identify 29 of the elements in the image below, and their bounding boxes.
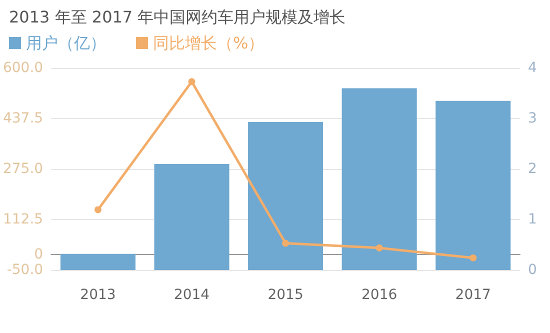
legend-label: 用户（亿） bbox=[26, 34, 106, 52]
y2-tick-label: 3 bbox=[528, 110, 537, 126]
y2-tick-label: 4 bbox=[528, 60, 537, 76]
point bbox=[282, 240, 290, 247]
point bbox=[94, 206, 102, 214]
x-tick-label: 2015 bbox=[268, 287, 304, 303]
chart-title: 2013 年至 2017 年中国网约车用户规模及增长 bbox=[9, 8, 346, 26]
y2-tick-label: 2 bbox=[528, 161, 537, 177]
y-tick-label: 0 bbox=[34, 246, 44, 262]
bar bbox=[436, 100, 511, 270]
y-tick-label: 600.0 bbox=[2, 60, 44, 76]
point bbox=[376, 244, 383, 252]
y2-tick-label: 0 bbox=[528, 262, 537, 278]
point bbox=[188, 78, 196, 86]
point bbox=[470, 254, 477, 262]
y-tick-label: 275.0 bbox=[2, 161, 44, 177]
x-tick-label: 2014 bbox=[174, 287, 210, 303]
legend-label: 同比增长（%） bbox=[153, 34, 264, 52]
x-tick-label: 2013 bbox=[80, 287, 116, 303]
bar bbox=[154, 164, 230, 270]
y2-tick-label: 1 bbox=[528, 212, 537, 228]
bar bbox=[248, 122, 324, 270]
x-tick-label: 2016 bbox=[362, 287, 398, 303]
x-tick-label: 2017 bbox=[455, 287, 491, 303]
y-tick-label: -50.0 bbox=[6, 262, 44, 278]
y-tick-label: 112.5 bbox=[2, 212, 44, 228]
bar bbox=[60, 254, 136, 270]
y-tick-label: 437.5 bbox=[2, 110, 44, 126]
bar bbox=[342, 88, 417, 270]
